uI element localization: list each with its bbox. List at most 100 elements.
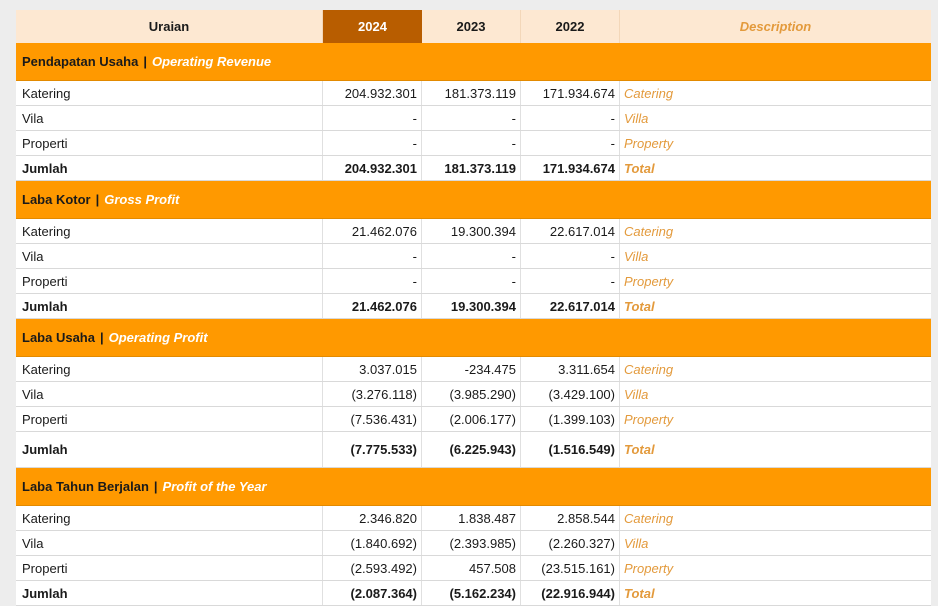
value-cell-2022: - xyxy=(521,269,620,293)
table-row: Vila - - - Villa xyxy=(16,106,931,131)
value-cell-2022: (3.429.100) xyxy=(521,382,620,406)
value-cell-2023: (2.006.177) xyxy=(422,407,521,431)
value-cell-2024: - xyxy=(323,106,422,130)
row-label: Properti xyxy=(16,269,323,293)
row-label: Katering xyxy=(16,357,323,381)
section-header: Pendapatan Usaha | Operating Revenue xyxy=(16,43,931,81)
row-label: Katering xyxy=(16,81,323,105)
section-title-separator: | xyxy=(99,330,104,345)
table-row: Properti - - - Property xyxy=(16,131,931,156)
row-label: Properti xyxy=(16,407,323,431)
row-label: Vila xyxy=(16,531,323,555)
value-cell-2023: - xyxy=(422,106,521,130)
row-label: Vila xyxy=(16,382,323,406)
table-body: Pendapatan Usaha | Operating Revenue Kateri… xyxy=(16,43,931,606)
row-description: Catering xyxy=(624,85,674,101)
table-row: Katering 3.037.015 -234.475 3.311.654 Cateri… xyxy=(16,357,931,382)
value-cell-2023: (3.985.290) xyxy=(422,382,521,406)
section-title-separator: | xyxy=(143,54,147,69)
value-cell-2023: (5.162.234) xyxy=(422,581,521,605)
value-cell-2023: - xyxy=(422,269,521,293)
section-title-en: Profit of the Year xyxy=(162,479,267,494)
value-cell-2022: (1.399.103) xyxy=(521,407,620,431)
value-cell-2022: - xyxy=(521,131,620,155)
value-cell-2024: (2.593.492) xyxy=(323,556,422,580)
value-cell-2023: -234.475 xyxy=(422,357,521,381)
row-description: Catering xyxy=(624,361,674,377)
value-cell-2024: 21.462.076 xyxy=(323,219,422,243)
value-cell-2024: (7.775.533) xyxy=(323,432,422,467)
section-title-id: Laba Tahun Berjalan xyxy=(22,479,149,494)
value-cell-2023: - xyxy=(422,244,521,268)
value-cell-2024: 204.932.301 xyxy=(323,156,422,180)
value-cell-2023: 19.300.394 xyxy=(422,294,521,318)
table-header-row: Uraian 2024 2023 2022 Description xyxy=(16,10,931,43)
value-cell-2023: (2.393.985) xyxy=(422,531,521,555)
value-cell-2022: 2.858.544 xyxy=(521,506,620,530)
row-description: Villa xyxy=(624,535,649,551)
row-label: Vila xyxy=(16,244,323,268)
row-description: Property xyxy=(624,135,674,151)
row-label: Katering xyxy=(16,219,323,243)
header-description: Description xyxy=(739,19,812,34)
row-description: Catering xyxy=(624,223,674,239)
header-year-2024: 2024 xyxy=(323,10,422,43)
section-header: Laba Usaha | Operating Profit xyxy=(16,319,931,357)
table-row: Properti (7.536.431) (2.006.177) (1.399.103… xyxy=(16,407,931,432)
section-title: Laba Usaha | Operating Profit xyxy=(16,319,212,356)
value-cell-2022: 3.311.654 xyxy=(521,357,620,381)
section-title-separator: | xyxy=(153,479,158,494)
value-cell-2022: 171.934.674 xyxy=(521,81,620,105)
row-description: Villa xyxy=(624,248,649,264)
value-cell-2023: - xyxy=(422,131,521,155)
value-cell-2022: (22.916.944) xyxy=(521,581,620,605)
row-label: Properti xyxy=(16,556,323,580)
table-row: Properti (2.593.492) 457.508 (23.515.161) Pr… xyxy=(16,556,931,581)
section-title-en: Gross Profit xyxy=(104,192,180,207)
header-year-2022: 2022 xyxy=(521,10,620,43)
section-title-en: Operating Revenue xyxy=(151,54,272,69)
table-row: Vila - - - Villa xyxy=(16,244,931,269)
value-cell-2023: 181.373.119 xyxy=(422,156,521,180)
table-row: Vila (1.840.692) (2.393.985) (2.260.327) Vil… xyxy=(16,531,931,556)
value-cell-2022: (23.515.161) xyxy=(521,556,620,580)
row-description: Villa xyxy=(624,386,649,402)
section-title: Laba Tahun Berjalan | Profit of the Year xyxy=(16,468,271,505)
value-cell-2022: 22.617.014 xyxy=(521,294,620,318)
value-cell-2024: - xyxy=(323,131,422,155)
total-row: Jumlah (7.775.533) (6.225.943) (1.516.549) T… xyxy=(16,432,931,468)
value-cell-2024: (3.276.118) xyxy=(323,382,422,406)
value-cell-2024: 2.346.820 xyxy=(323,506,422,530)
value-cell-2024: 204.932.301 xyxy=(323,81,422,105)
value-cell-2022: 22.617.014 xyxy=(521,219,620,243)
row-label: Jumlah xyxy=(16,294,323,318)
section-title: Pendapatan Usaha | Operating Revenue xyxy=(16,43,275,80)
table-row: Vila (3.276.118) (3.985.290) (3.429.100) Vil… xyxy=(16,382,931,407)
row-label: Properti xyxy=(16,131,323,155)
section-title-id: Laba Usaha xyxy=(22,330,95,345)
section-title-en: Operating Profit xyxy=(108,330,208,345)
table-row: Katering 2.346.820 1.838.487 2.858.544 Cater… xyxy=(16,506,931,531)
header-year-2023: 2023 xyxy=(422,10,521,43)
value-cell-2024: - xyxy=(323,244,422,268)
row-description: Total xyxy=(624,298,655,314)
row-label: Jumlah xyxy=(16,432,323,467)
section-title-id: Pendapatan Usaha xyxy=(22,54,139,69)
value-cell-2022: 171.934.674 xyxy=(521,156,620,180)
value-cell-2023: 181.373.119 xyxy=(422,81,521,105)
total-row: Jumlah 204.932.301 181.373.119 171.934.674 T… xyxy=(16,156,931,181)
value-cell-2022: - xyxy=(521,244,620,268)
value-cell-2024: 3.037.015 xyxy=(323,357,422,381)
section-header: Laba Kotor | Gross Profit xyxy=(16,181,931,219)
row-description: Property xyxy=(624,273,674,289)
row-description: Villa xyxy=(624,110,649,126)
value-cell-2023: 19.300.394 xyxy=(422,219,521,243)
section-title: Laba Kotor | Gross Profit xyxy=(16,181,183,218)
value-cell-2023: (6.225.943) xyxy=(422,432,521,467)
value-cell-2023: 1.838.487 xyxy=(422,506,521,530)
row-description: Total xyxy=(624,585,655,601)
row-description: Catering xyxy=(624,510,674,526)
value-cell-2024: (7.536.431) xyxy=(323,407,422,431)
header-uraian: Uraian xyxy=(16,10,323,43)
row-label: Vila xyxy=(16,106,323,130)
